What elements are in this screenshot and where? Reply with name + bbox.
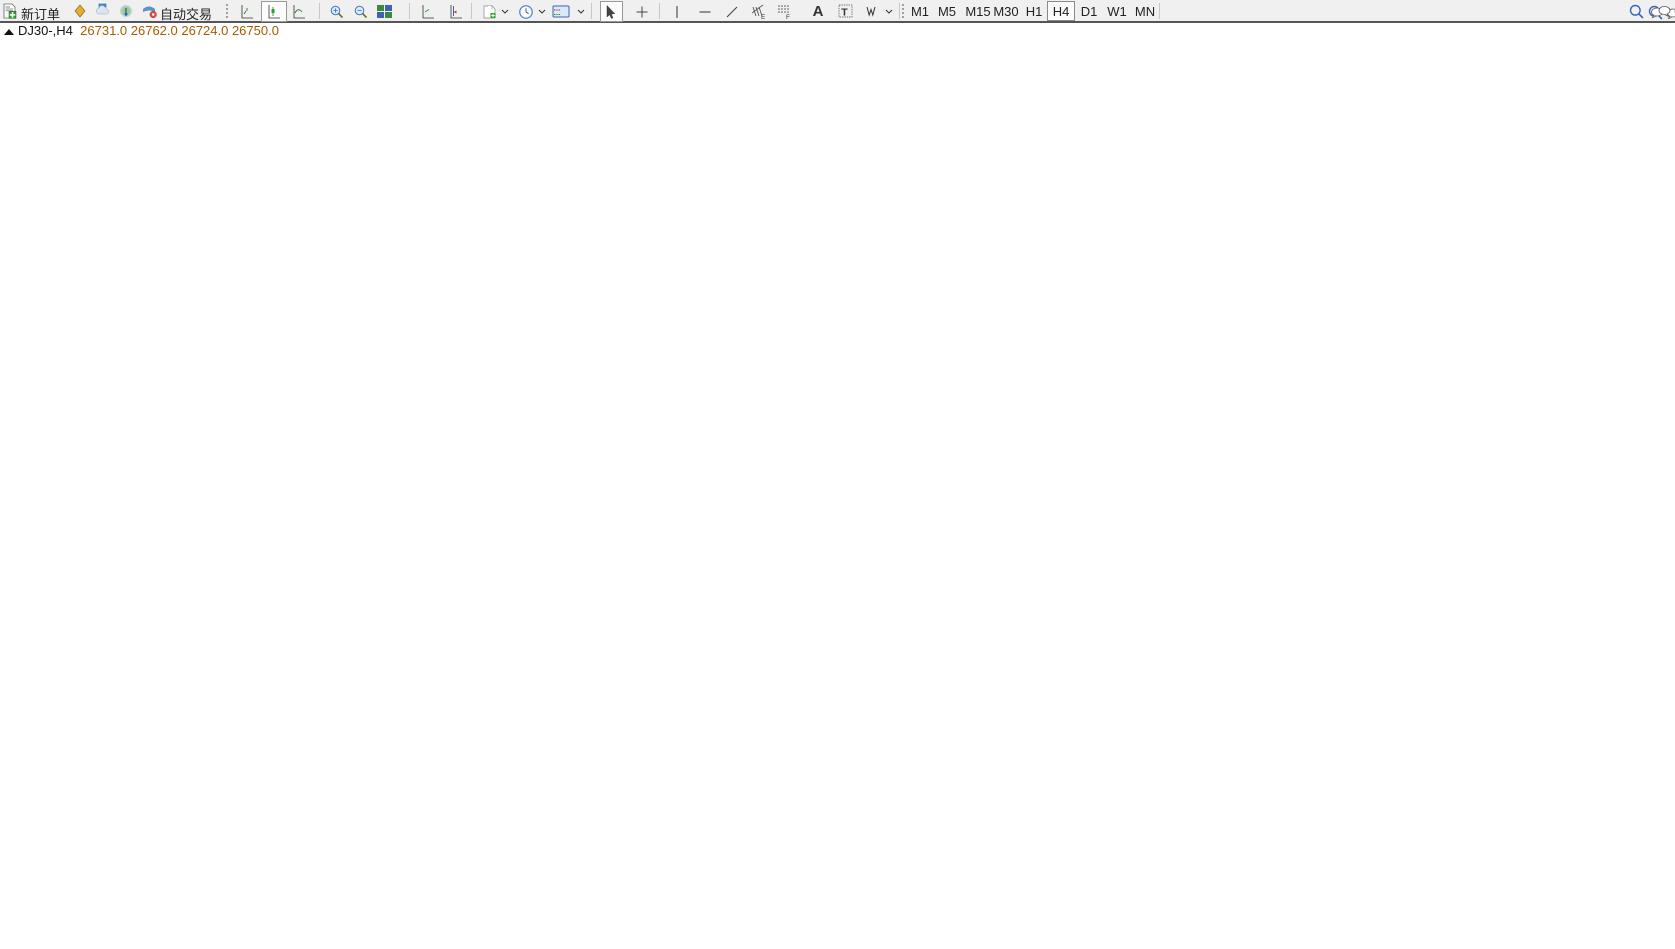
svg-text:T: T	[841, 6, 848, 18]
svg-text:E: E	[761, 14, 766, 20]
svg-text:F: F	[786, 14, 790, 20]
